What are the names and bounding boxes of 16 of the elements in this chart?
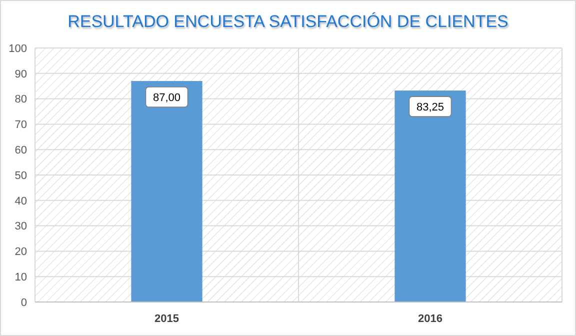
data-label: 87,00	[152, 92, 181, 104]
y-tick-label: 20	[14, 246, 27, 258]
y-tick-label: 80	[14, 94, 27, 106]
y-tick-label: 50	[14, 170, 27, 182]
y-tick-label: 60	[14, 144, 27, 156]
x-tick-label: 2015	[154, 313, 179, 325]
y-tick-label: 100	[8, 42, 27, 55]
data-label: 83,25	[416, 101, 444, 114]
y-tick-label: 30	[14, 220, 27, 233]
y-tick-label: 0	[20, 296, 27, 309]
y-tick-label: 40	[14, 195, 27, 208]
chart-title: RESULTADO ENCUESTA SATISFACCIÓN DE CLIENTES	[68, 12, 508, 31]
y-tick-label: 70	[14, 119, 27, 132]
y-tick-label: 90	[14, 68, 27, 80]
x-tick-label: 2016	[418, 313, 442, 325]
y-tick-label: 10	[14, 271, 27, 284]
